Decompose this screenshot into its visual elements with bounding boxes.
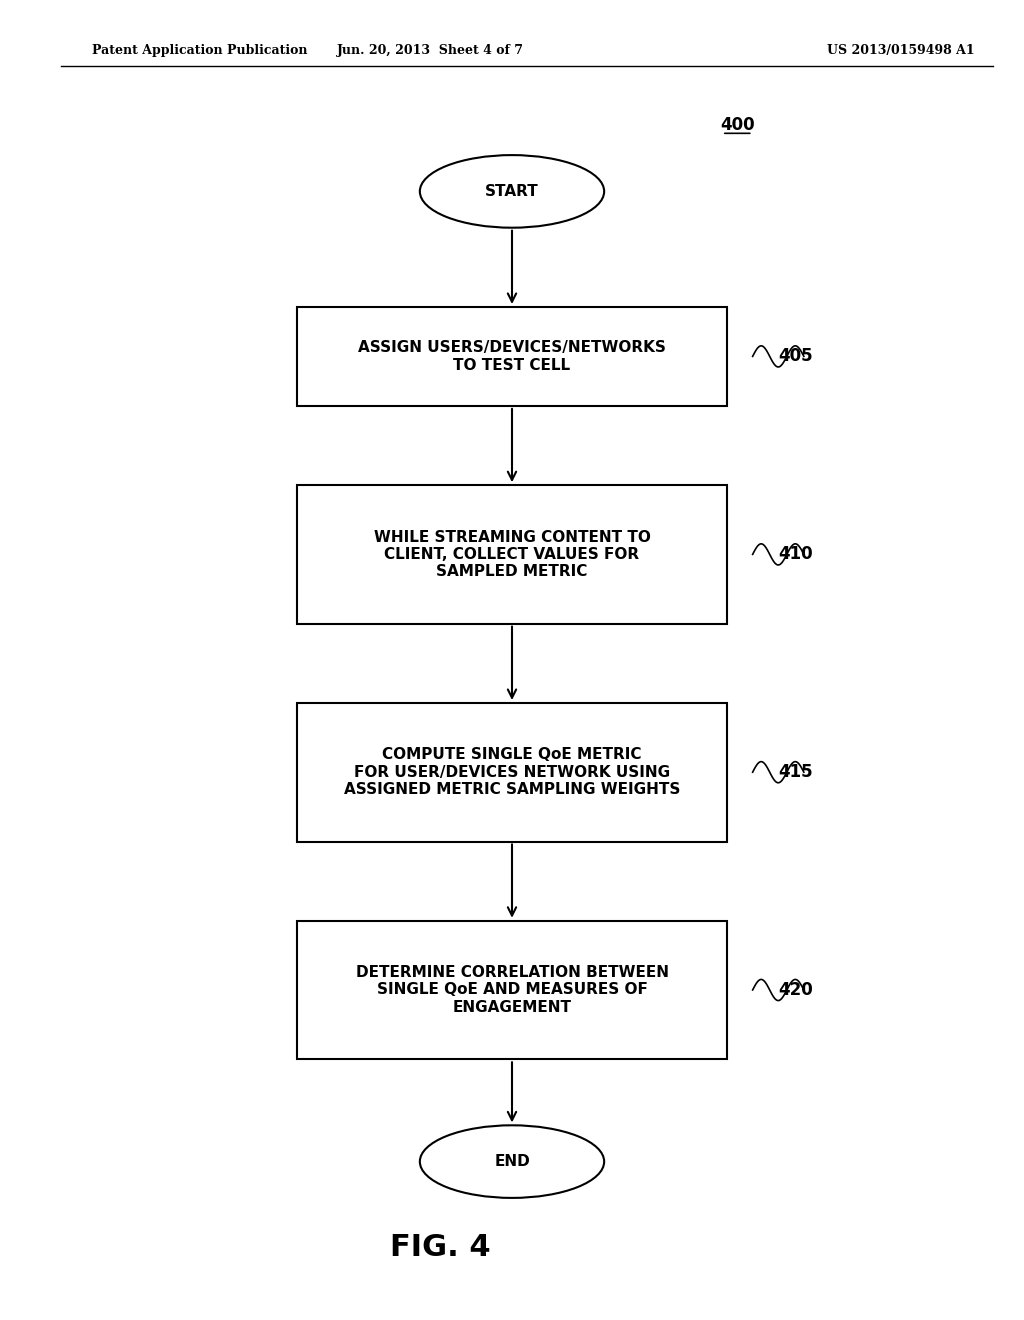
Text: 415: 415 [778,763,813,781]
Text: DETERMINE CORRELATION BETWEEN
SINGLE QoE AND MEASURES OF
ENGAGEMENT: DETERMINE CORRELATION BETWEEN SINGLE QoE… [355,965,669,1015]
Text: US 2013/0159498 A1: US 2013/0159498 A1 [827,44,975,57]
Text: ASSIGN USERS/DEVICES/NETWORKS
TO TEST CELL: ASSIGN USERS/DEVICES/NETWORKS TO TEST CE… [358,341,666,372]
Text: FIG. 4: FIG. 4 [390,1233,490,1262]
Text: 420: 420 [778,981,813,999]
Text: COMPUTE SINGLE QoE METRIC
FOR USER/DEVICES NETWORK USING
ASSIGNED METRIC SAMPLIN: COMPUTE SINGLE QoE METRIC FOR USER/DEVIC… [344,747,680,797]
Ellipse shape [420,1125,604,1199]
Text: 410: 410 [778,545,813,564]
FancyBboxPatch shape [297,921,727,1059]
Text: 400: 400 [720,116,755,135]
Text: WHILE STREAMING CONTENT TO
CLIENT, COLLECT VALUES FOR
SAMPLED METRIC: WHILE STREAMING CONTENT TO CLIENT, COLLE… [374,529,650,579]
Ellipse shape [420,156,604,227]
FancyBboxPatch shape [297,704,727,842]
Text: 405: 405 [778,347,813,366]
FancyBboxPatch shape [297,308,727,407]
Text: Patent Application Publication: Patent Application Publication [92,44,307,57]
Text: Jun. 20, 2013  Sheet 4 of 7: Jun. 20, 2013 Sheet 4 of 7 [337,44,523,57]
Text: START: START [485,183,539,199]
Text: END: END [495,1154,529,1170]
FancyBboxPatch shape [297,486,727,624]
